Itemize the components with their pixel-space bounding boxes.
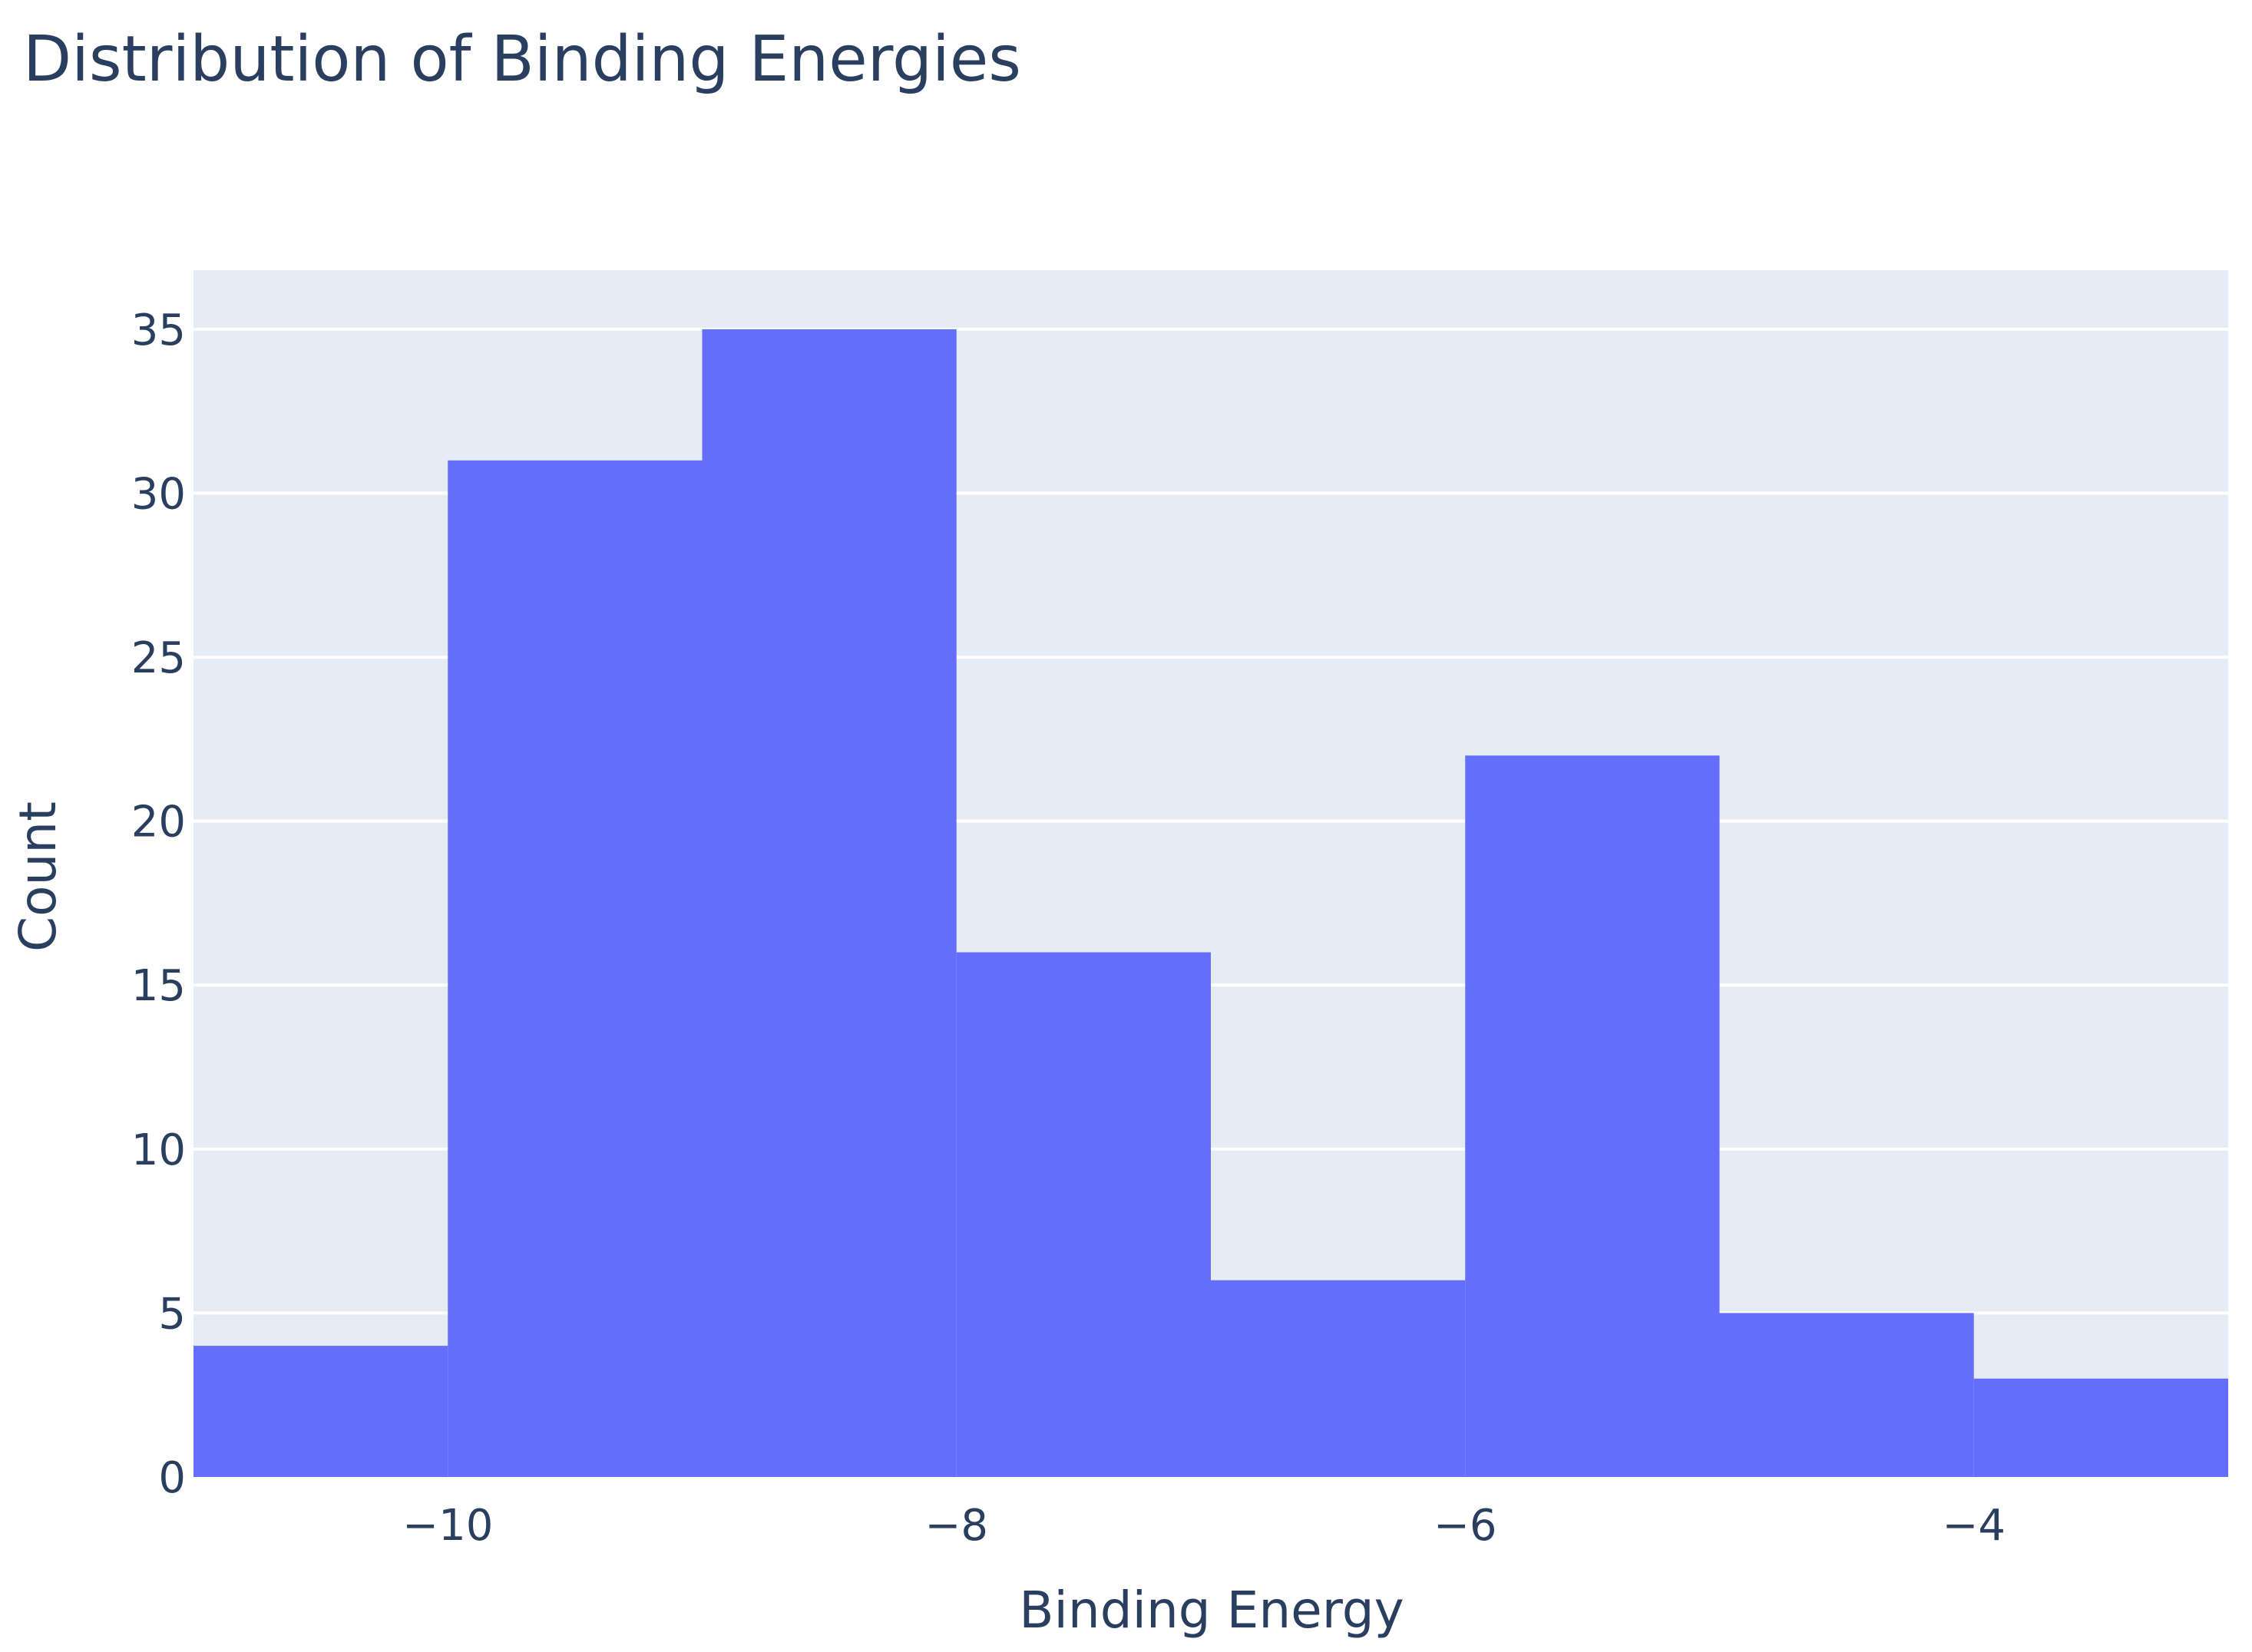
y-tick-label: 20	[131, 798, 186, 847]
x-tick-label: −4	[1942, 1501, 2006, 1551]
y-tick-label: 15	[131, 961, 186, 1011]
x-tick-label: −8	[924, 1501, 988, 1551]
histogram-bar	[193, 1346, 448, 1477]
histogram-bar	[1719, 1313, 1974, 1477]
y-tick-label: 30	[131, 469, 186, 519]
x-axis-ticks: −10 −8 −6 −4	[402, 1501, 2006, 1551]
y-tick-label: 10	[131, 1125, 186, 1175]
y-tick-label: 0	[158, 1453, 186, 1503]
y-axis-ticks: 0 5 10 15 20 25 30 35	[131, 306, 186, 1503]
y-axis-title: Count	[8, 801, 68, 952]
histogram-bars	[193, 329, 2228, 1477]
y-tick-label: 5	[158, 1289, 186, 1339]
x-tick-label: −6	[1434, 1501, 1497, 1551]
histogram-bar	[956, 952, 1211, 1477]
histogram-bar	[1973, 1378, 2228, 1477]
chart-title: Distribution of Binding Energies	[23, 23, 1021, 96]
histogram-bar	[1211, 1280, 1466, 1477]
x-tick-label: −10	[402, 1501, 493, 1551]
x-axis-title: Binding Energy	[1019, 1581, 1404, 1640]
y-tick-label: 35	[131, 306, 186, 355]
y-tick-label: 25	[131, 633, 186, 683]
histogram-bar	[1465, 755, 1720, 1477]
histogram-bar	[702, 329, 957, 1477]
histogram-bar	[448, 460, 703, 1477]
